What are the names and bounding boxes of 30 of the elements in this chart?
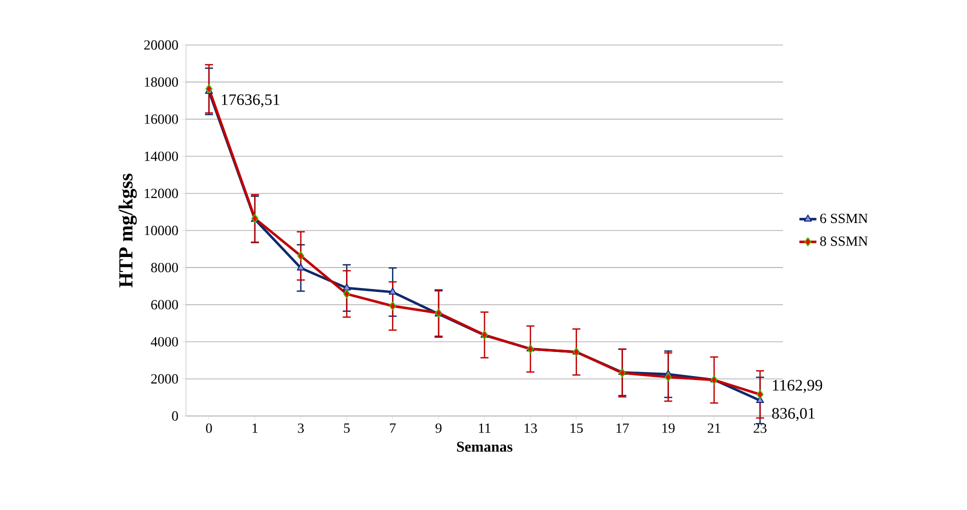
y-tick-label: 6000 xyxy=(151,300,178,310)
y-tick-label: 12000 xyxy=(144,188,178,198)
x-tick-label: 1 xyxy=(252,423,258,433)
y-tick-label: 0 xyxy=(172,411,178,421)
annotation: 17636,51 xyxy=(222,94,280,108)
x-tick-label: 0 xyxy=(206,424,212,433)
legend-label: 6 SSMN xyxy=(820,214,868,224)
x-tick-label: 11 xyxy=(479,423,490,433)
y-tick-label: 4000 xyxy=(150,337,178,346)
x-tick-label: 5 xyxy=(344,424,350,433)
legend-label: 8 SSMN xyxy=(820,236,868,246)
x-tick-label: 7 xyxy=(390,424,396,433)
y-tick-label: 18000 xyxy=(144,77,178,87)
y-tick-label: 2000 xyxy=(151,374,178,384)
y-tick-label: 20000 xyxy=(144,40,178,50)
x-tick-label: 21 xyxy=(708,424,720,433)
x-tick-label: 3 xyxy=(298,424,304,433)
x-axis-title: Semanas xyxy=(457,442,512,452)
x-tick-label: 19 xyxy=(662,424,675,433)
y-tick-label: 14000 xyxy=(144,152,178,161)
x-tick-label: 13 xyxy=(524,424,537,433)
y-tick-label: 16000 xyxy=(144,114,178,124)
annotation: 1162,99 xyxy=(772,380,822,393)
x-tick-label: 9 xyxy=(436,424,442,433)
annotation: 836,01 xyxy=(772,408,814,422)
x-tick-label: 15 xyxy=(570,423,583,433)
y-tick-label: 10000 xyxy=(144,226,178,236)
y-axis-title: HTP mg/kgss xyxy=(118,174,137,288)
y-tick-label: 8000 xyxy=(151,262,178,272)
x-tick-label: 17 xyxy=(616,423,629,433)
